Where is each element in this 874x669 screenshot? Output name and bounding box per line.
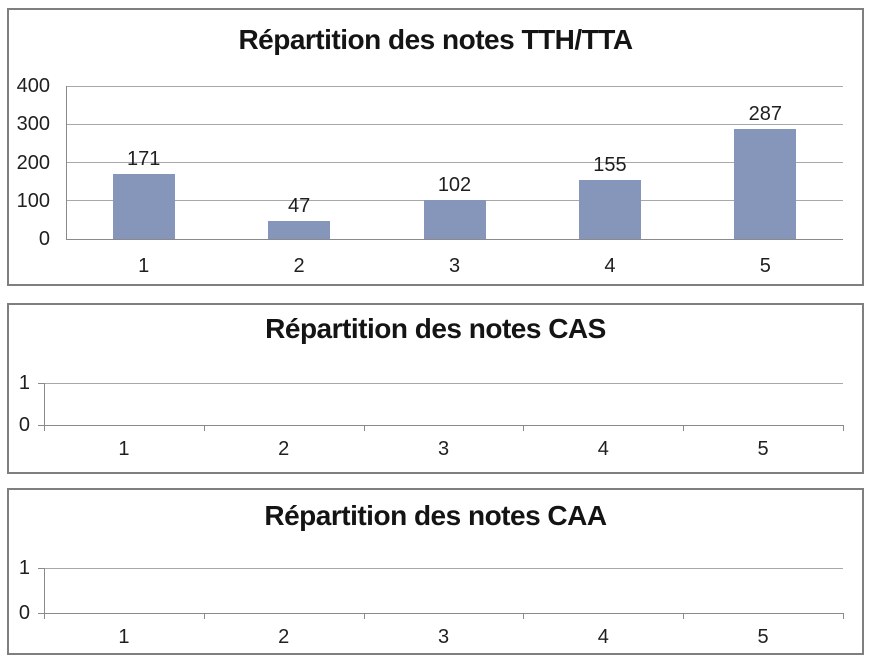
category-label: 3 xyxy=(448,255,461,277)
x-tick-mark xyxy=(203,425,205,431)
data-label: 287 xyxy=(748,103,782,126)
data-label: 102 xyxy=(437,173,472,196)
x-tick-mark xyxy=(363,425,365,431)
gridline xyxy=(66,85,843,87)
category-label: 4 xyxy=(597,438,609,460)
bar xyxy=(268,221,331,239)
x-axis-line xyxy=(44,424,843,426)
y-tick-mark xyxy=(38,612,44,614)
gridline xyxy=(44,567,843,569)
x-tick-mark xyxy=(843,613,844,619)
x-tick-mark xyxy=(523,613,525,619)
y-tick-mark xyxy=(38,567,44,569)
gridline xyxy=(66,123,843,125)
data-label: 155 xyxy=(593,153,627,176)
y-axis-line xyxy=(44,568,45,619)
y-tick-mark xyxy=(38,424,44,426)
gridline xyxy=(66,162,843,163)
category-label: 1 xyxy=(118,438,130,460)
bar xyxy=(734,129,797,239)
category-label: 5 xyxy=(757,626,769,648)
category-label: 1 xyxy=(138,255,150,277)
category-label: 1 xyxy=(118,626,130,648)
y-tick-label: 1 xyxy=(18,557,30,579)
x-tick-mark xyxy=(203,613,205,619)
y-tick-label: 200 xyxy=(16,151,50,174)
x-tick-mark xyxy=(44,613,45,619)
chart-tth-tta: Répartition des notes TTH/TTA 0 100 200 300… xyxy=(7,8,864,286)
y-tick-label: 400 xyxy=(16,75,50,97)
category-label: 2 xyxy=(278,626,290,648)
category-label: 5 xyxy=(757,438,769,460)
category-label: 4 xyxy=(604,255,616,277)
bar xyxy=(112,173,175,239)
category-label: 2 xyxy=(278,438,290,460)
y-tick-label: 0 xyxy=(18,602,30,624)
y-tick-label: 0 xyxy=(38,228,50,250)
x-tick-mark xyxy=(683,613,685,619)
y-axis-line xyxy=(66,86,67,239)
x-tick-mark xyxy=(843,425,844,431)
chart-title-caa: Répartition des notes CAA xyxy=(264,500,607,531)
category-label: 5 xyxy=(759,255,771,277)
y-tick-label: 100 xyxy=(16,189,50,212)
category-label: 2 xyxy=(293,255,305,277)
bar xyxy=(423,199,486,239)
category-label: 3 xyxy=(437,626,450,648)
y-tick-label: 0 xyxy=(18,414,30,436)
x-axis-line xyxy=(44,612,843,614)
x-tick-mark xyxy=(44,425,45,431)
chart-title-tth-tta: Répartition des notes TTH/TTA xyxy=(238,24,633,55)
bar xyxy=(578,179,641,239)
y-axis-line xyxy=(44,383,45,431)
y-tick-label: 300 xyxy=(16,113,50,136)
data-label: 171 xyxy=(127,147,161,170)
x-tick-mark xyxy=(363,613,365,619)
x-axis-line xyxy=(66,238,843,240)
chart-cas: Répartition des notes CAS 0 1 1 2 3 4 5 xyxy=(7,303,864,474)
x-tick-mark xyxy=(683,425,685,431)
gridline xyxy=(44,382,843,384)
chart-caa: Répartition des notes CAA 0 1 1 2 3 4 5 xyxy=(7,488,864,655)
data-label: 47 xyxy=(287,195,311,218)
category-label: 3 xyxy=(437,438,450,460)
y-tick-mark xyxy=(38,382,44,384)
chart-title-cas: Répartition des notes CAS xyxy=(265,313,606,344)
y-tick-label: 1 xyxy=(18,372,30,394)
x-tick-mark xyxy=(523,425,525,431)
category-label: 4 xyxy=(597,626,609,648)
